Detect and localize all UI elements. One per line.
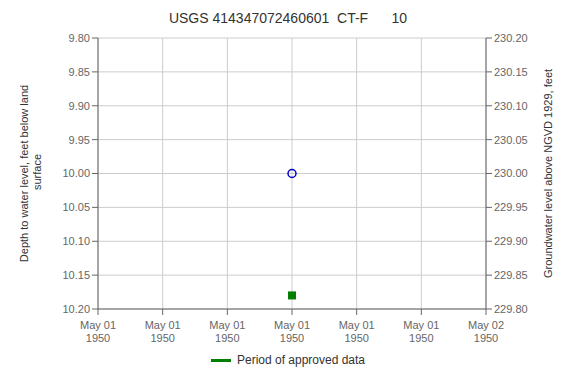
svg-text:Depth to water level, feet bel: Depth to water level, feet below land su… <box>18 85 43 262</box>
svg-text:May 011950: May 011950 <box>274 319 310 344</box>
svg-text:10.20: 10.20 <box>62 303 90 315</box>
svg-text:230.00: 230.00 <box>494 167 528 179</box>
svg-text:9.85: 9.85 <box>69 66 90 78</box>
svg-text:229.85: 229.85 <box>494 269 528 281</box>
svg-text:229.95: 229.95 <box>494 201 528 213</box>
svg-text:229.80: 229.80 <box>494 303 528 315</box>
svg-text:230.10: 230.10 <box>494 100 528 112</box>
svg-text:May 011950: May 011950 <box>403 319 439 344</box>
svg-text:May 021950: May 021950 <box>468 319 504 344</box>
svg-text:May 011950: May 011950 <box>339 319 375 344</box>
svg-text:10.10: 10.10 <box>62 235 90 247</box>
svg-text:9.80: 9.80 <box>69 32 90 44</box>
svg-text:9.95: 9.95 <box>69 134 90 146</box>
svg-text:229.90: 229.90 <box>494 235 528 247</box>
svg-text:230.20: 230.20 <box>494 32 528 44</box>
svg-text:230.15: 230.15 <box>494 66 528 78</box>
svg-text:10.15: 10.15 <box>62 269 90 281</box>
svg-text:May 011950: May 011950 <box>80 319 116 344</box>
html-text:Period of approved data: Period of approved data <box>237 353 365 367</box>
svg-text:9.90: 9.90 <box>69 100 90 112</box>
html-text:USGS 414347072460601 CT-F 10: USGS 414347072460601 CT-F 10 <box>168 10 408 26</box>
svg-text:10.05: 10.05 <box>62 201 90 213</box>
svg-text:230.05: 230.05 <box>494 134 528 146</box>
svg-text:May 011950: May 011950 <box>145 319 181 344</box>
svg-text:May 011950: May 011950 <box>209 319 245 344</box>
svg-text:10.00: 10.00 <box>62 167 90 179</box>
svg-text:Groundwater level above NGVD 1: Groundwater level above NGVD 1929, feet <box>542 69 554 278</box>
